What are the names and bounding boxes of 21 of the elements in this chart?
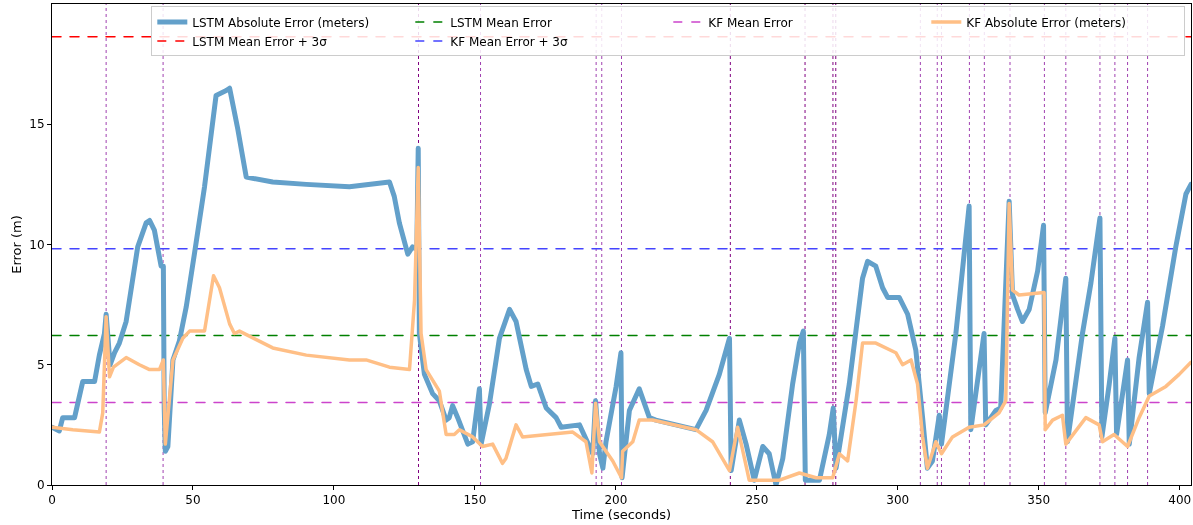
y-tick-label: 5 xyxy=(36,357,45,372)
x-tick-label: 400 xyxy=(1168,493,1192,508)
x-tick-label: 350 xyxy=(1027,493,1051,508)
x-tick-label: 0 xyxy=(48,493,56,508)
x-tick-label: 100 xyxy=(322,493,346,508)
legend-label: KF Mean Error + 3σ xyxy=(450,34,568,49)
x-tick-label: 200 xyxy=(604,493,628,508)
x-axis-title: Time (seconds) xyxy=(570,507,672,523)
y-axis-title: Error (m) xyxy=(9,215,25,274)
x-tick-label: 150 xyxy=(463,493,487,508)
y-tick-label: 15 xyxy=(29,117,45,132)
y-tick-label: 0 xyxy=(36,478,45,493)
legend-label: LSTM Mean Error xyxy=(450,15,552,30)
legend-label: KF Mean Error xyxy=(708,15,793,30)
ref-line-label: LSTM Mean Error + 3σ xyxy=(192,34,328,49)
y-tick-label: 10 xyxy=(29,237,45,252)
legend-label: KF Absolute Error (meters) xyxy=(966,15,1126,30)
x-tick-label: 50 xyxy=(185,493,201,508)
x-tick-label: 300 xyxy=(886,493,910,508)
x-tick-label: 250 xyxy=(745,493,769,508)
legend-label: LSTM Absolute Error (meters) xyxy=(192,15,370,30)
